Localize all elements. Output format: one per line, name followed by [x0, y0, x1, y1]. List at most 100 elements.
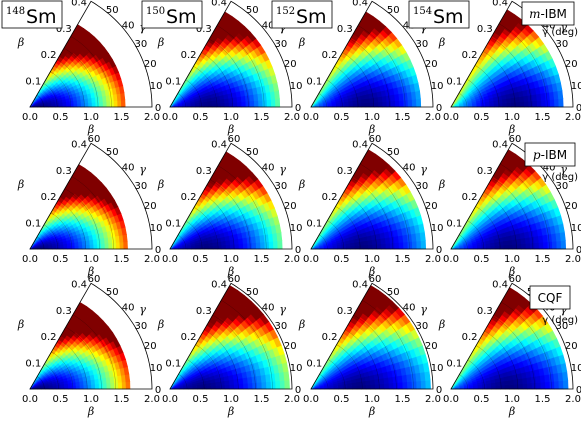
y-tick-label: 0.3: [477, 306, 493, 317]
x-tick-label: 1.5: [254, 254, 270, 265]
energy-cell: [234, 243, 240, 250]
gamma-tick-label: 10: [571, 81, 581, 92]
gamma-tick-label: 30: [275, 181, 288, 192]
x-tick-label: 1.5: [254, 112, 270, 123]
gamma-tick-label: 60: [369, 134, 382, 145]
x-axis-label: β: [368, 405, 375, 418]
energy-cell: [559, 231, 566, 242]
x-tick-label: 1.5: [114, 112, 130, 123]
energy-cell: [98, 101, 104, 108]
energy-cell: [382, 100, 388, 108]
energy-cell: [553, 98, 560, 108]
gamma-tick-label: 20: [425, 59, 438, 70]
gamma-tick-label: 0: [436, 245, 442, 256]
y-tick-label: 0.3: [56, 166, 72, 177]
energy-cell: [393, 382, 399, 390]
x-tick-label: 0.5: [53, 394, 69, 405]
x-tick-label: 1.5: [114, 394, 130, 405]
energy-cell: [85, 244, 91, 250]
energy-cell: [88, 102, 93, 108]
y-tick-label: 0.3: [337, 306, 353, 317]
y-tick-label: 0.1: [25, 359, 41, 370]
energy-cell: [504, 384, 510, 390]
energy-cell: [416, 380, 422, 390]
x-tick-label: 1.5: [535, 394, 551, 405]
isotope-label-154: 154 Sm: [408, 0, 470, 29]
x-tick-label: 0.0: [303, 112, 319, 123]
energy-cell: [415, 98, 422, 108]
y-tick-label: 0.4: [211, 0, 227, 8]
gamma-tick-label: 50: [106, 287, 119, 298]
energy-cell: [390, 100, 396, 108]
energy-cell: [361, 102, 367, 108]
energy-cell: [253, 100, 260, 108]
energy-cell: [262, 99, 268, 108]
energy-cell: [255, 241, 262, 250]
x-axis-label: β: [227, 405, 234, 418]
y-axis-label: β: [298, 36, 305, 49]
energy-cell: [398, 241, 404, 250]
gamma-tick-label: 10: [290, 363, 303, 374]
energy-cell: [403, 99, 409, 108]
x-axis-label: β: [87, 123, 94, 136]
gamma-tick-label: 0: [576, 103, 581, 114]
energy-cell: [503, 244, 509, 250]
gamma-tick-label: 20: [565, 201, 578, 212]
y-axis-label: β: [438, 178, 445, 191]
x-tick-label: 1.5: [395, 254, 411, 265]
energy-cell: [527, 382, 533, 390]
energy-cell: [238, 383, 244, 390]
energy-cell: [252, 382, 258, 390]
energy-cell: [545, 99, 551, 108]
isotope-mass: 154: [413, 6, 432, 17]
isotope-symbol: Sm: [26, 6, 57, 28]
energy-cell: [75, 384, 81, 390]
energy-cell: [100, 243, 106, 250]
energy-cell: [270, 380, 277, 390]
y-axis-label: β: [298, 318, 305, 331]
energy-cell: [232, 101, 238, 108]
gamma-tick-label: 60: [369, 0, 382, 3]
x-axis-label: β: [87, 405, 94, 418]
y-axis-label: β: [438, 318, 445, 331]
x-tick-label: 2.0: [144, 112, 160, 123]
contour-line: [193, 65, 218, 108]
energy-cell: [247, 382, 254, 390]
x-tick-label: 0.0: [162, 112, 178, 123]
energy-cell: [549, 380, 555, 390]
gamma-tick-label: 20: [144, 341, 157, 352]
energy-cell: [249, 100, 255, 108]
energy-cell: [120, 99, 126, 108]
gamma-tick-label: 20: [284, 201, 297, 212]
y-tick-label: 0.2: [181, 332, 197, 343]
x-tick-label: 0.0: [443, 394, 459, 405]
model-name: CQF: [538, 291, 563, 305]
gamma-tick-label: 30: [416, 321, 429, 332]
x-tick-label: 1.0: [504, 112, 520, 123]
gamma-tick-label: 30: [135, 321, 148, 332]
gamma-tick-label: 50: [246, 147, 259, 158]
panel-r0-c1: 0.0 0.5 1.0 1.5 2.0β0.10.20.30.4β01020304050…: [157, 0, 303, 136]
model-name: p-IBM: [533, 148, 567, 162]
gamma-tick-label: 40: [403, 303, 416, 314]
energy-cell: [388, 382, 395, 390]
y-tick-label: 0.2: [41, 192, 57, 203]
energy-cell: [78, 244, 83, 250]
energy-cell: [243, 382, 249, 390]
energy-cell: [94, 383, 100, 390]
y-tick-label: 0.2: [462, 192, 478, 203]
y-tick-label: 0.1: [25, 77, 41, 88]
gamma-symbol: γ: [420, 303, 427, 316]
energy-cell: [560, 240, 567, 250]
isotope-mass: 152: [276, 6, 295, 17]
energy-cell: [114, 382, 119, 390]
energy-cell: [378, 101, 384, 108]
energy-cell: [407, 241, 413, 250]
energy-cell: [420, 240, 427, 250]
energy-cell: [261, 381, 267, 390]
gamma-tick-label: 40: [122, 21, 135, 32]
x-tick-label: 1.5: [395, 394, 411, 405]
energy-cell: [519, 101, 525, 108]
energy-cell: [241, 100, 247, 108]
